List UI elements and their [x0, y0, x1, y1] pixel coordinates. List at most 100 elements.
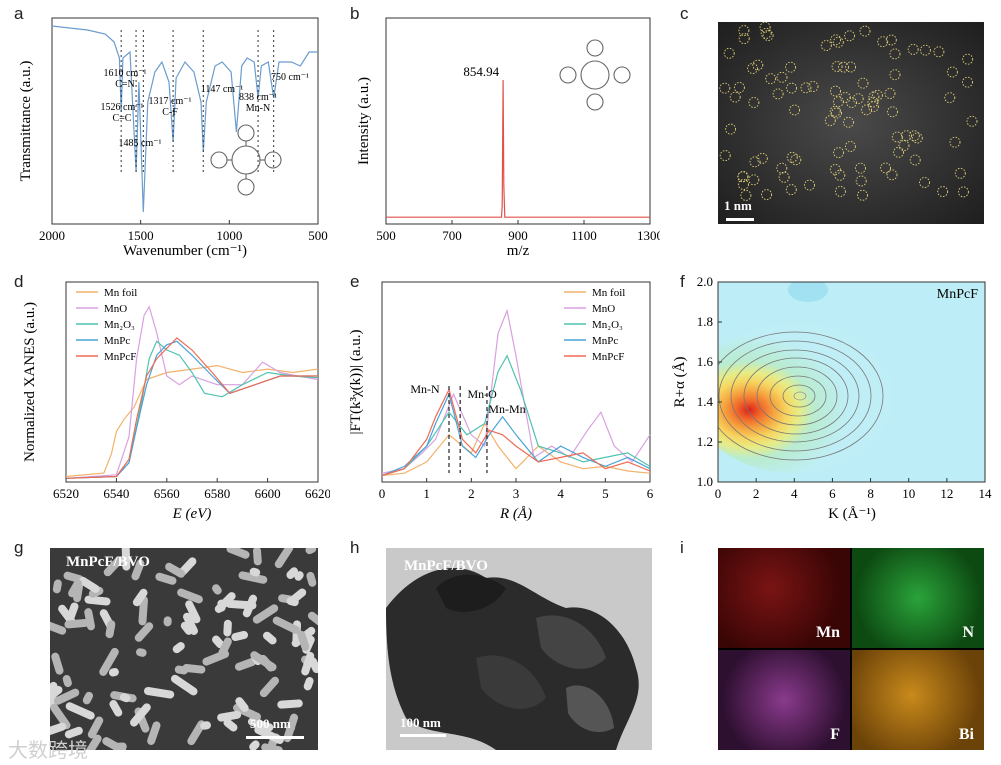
nanorod	[303, 677, 314, 691]
single-atom-marker	[937, 186, 949, 198]
x-tick-label: 6580	[204, 486, 230, 501]
x-tick-label: 12	[940, 486, 953, 501]
legend-label: Mn foil	[592, 287, 625, 299]
nanorod	[231, 630, 249, 641]
legend-label: MnPc	[104, 335, 130, 347]
y-tick-label: 2.0	[697, 274, 713, 289]
x-tick-label: 500	[376, 228, 396, 243]
legend-label: Mn₂O₃	[104, 319, 135, 331]
xanes-line	[65, 364, 319, 478]
single-atom-marker	[759, 22, 771, 33]
ms-line	[386, 79, 650, 218]
nanorod	[132, 588, 148, 607]
single-atom-marker	[762, 30, 774, 41]
single-atom-marker	[832, 96, 844, 108]
single-atom-marker	[772, 88, 784, 100]
x-tick-label: 900	[508, 228, 528, 243]
nanorod	[102, 737, 127, 750]
sample-label: MnPcF/BVO	[404, 558, 488, 574]
nanorod	[261, 743, 283, 750]
x-tick-label: 6620	[305, 486, 330, 501]
y-tick-label: 1.8	[697, 314, 713, 329]
y-axis-label: Transmittance (a.u.)	[18, 61, 34, 182]
single-atom-marker	[846, 97, 858, 108]
single-atom-marker	[966, 115, 978, 127]
xanes-line	[65, 337, 318, 479]
nanorod	[134, 622, 154, 642]
single-atom-marker	[832, 36, 844, 48]
single-atom-marker	[737, 171, 749, 183]
single-atom-marker	[867, 96, 879, 108]
single-atom-marker	[898, 140, 910, 152]
wavelet-title: MnPcF	[937, 287, 978, 302]
single-atom-marker	[829, 164, 841, 175]
single-atom-marker	[820, 40, 832, 51]
x-tick-label: 1100	[571, 228, 597, 243]
nanorod	[286, 567, 299, 579]
nanorod	[235, 697, 249, 712]
peak-assignment: C-F	[162, 107, 178, 118]
single-atom-marker	[889, 48, 901, 60]
nanorod	[226, 548, 250, 559]
xanes-line	[65, 305, 319, 479]
nanorod	[78, 576, 100, 593]
axes-frame	[385, 17, 651, 225]
eds-map-n: N	[852, 548, 984, 648]
panel-label-d: d	[14, 272, 24, 291]
single-atom-marker	[834, 185, 846, 197]
single-atom-marker	[737, 179, 749, 190]
chart-e-exafs: 0 1 2 3 4 5 6 Mn-N Mn-OMn-Mn Mn foil MnO Mn₂O₃ MnP…	[348, 281, 654, 522]
single-atom-marker	[833, 147, 845, 159]
single-atom-marker	[785, 184, 797, 196]
scale-bar	[726, 218, 754, 221]
single-atom-marker	[884, 88, 896, 99]
single-atom-marker	[857, 77, 869, 89]
nanorod	[165, 562, 186, 578]
legend-label: MnO	[104, 303, 127, 315]
x-tick-label: 2000	[39, 228, 65, 243]
nanorod	[143, 687, 175, 699]
single-atom-marker	[749, 156, 761, 168]
single-atom-marker	[725, 123, 737, 135]
single-atom-marker	[907, 43, 919, 55]
single-atom-marker	[893, 146, 905, 158]
single-atom-marker	[855, 175, 867, 187]
nanorod	[64, 618, 90, 629]
y-axis-label: R+α (Å)	[672, 357, 688, 408]
molecule-structure-icon	[210, 124, 282, 196]
single-atom-marker	[738, 33, 750, 45]
nanorod	[262, 631, 277, 645]
single-atom-marker	[871, 89, 883, 101]
nanorod	[51, 652, 64, 675]
exafs-line	[381, 308, 651, 474]
nanorod	[286, 596, 299, 607]
nanorod	[212, 635, 225, 649]
x-tick-label: 700	[442, 228, 462, 243]
nanorod	[249, 567, 261, 577]
nanorod	[68, 579, 82, 598]
single-atom-marker	[760, 27, 772, 39]
bond-label: Mn-N	[410, 382, 440, 396]
single-atom-marker	[776, 162, 788, 174]
nanorod	[182, 664, 206, 674]
single-atom-marker	[843, 116, 854, 128]
bond-label: Mn-Mn	[488, 402, 525, 416]
nanorod	[62, 675, 72, 688]
x-tick-label: 14	[979, 486, 993, 501]
nanorod	[259, 676, 280, 698]
single-atom-marker	[885, 34, 897, 46]
single-atom-marker	[824, 115, 836, 127]
single-atom-marker	[880, 162, 892, 174]
nanorod	[50, 703, 71, 730]
single-atom-marker	[855, 162, 866, 174]
nanorod	[272, 616, 300, 634]
x-tick-label: 6	[647, 486, 654, 501]
single-atom-marker	[765, 73, 777, 85]
y-axis-label: Intensity (a.u.)	[356, 77, 372, 165]
nanorod	[252, 604, 279, 624]
nanorod	[109, 700, 123, 717]
x-axis-label: m/z	[507, 243, 530, 259]
bond-label: Mn-O	[467, 387, 497, 401]
peak-annotation: 1610 cm⁻¹	[104, 68, 147, 79]
panel-label-a: a	[14, 4, 24, 23]
